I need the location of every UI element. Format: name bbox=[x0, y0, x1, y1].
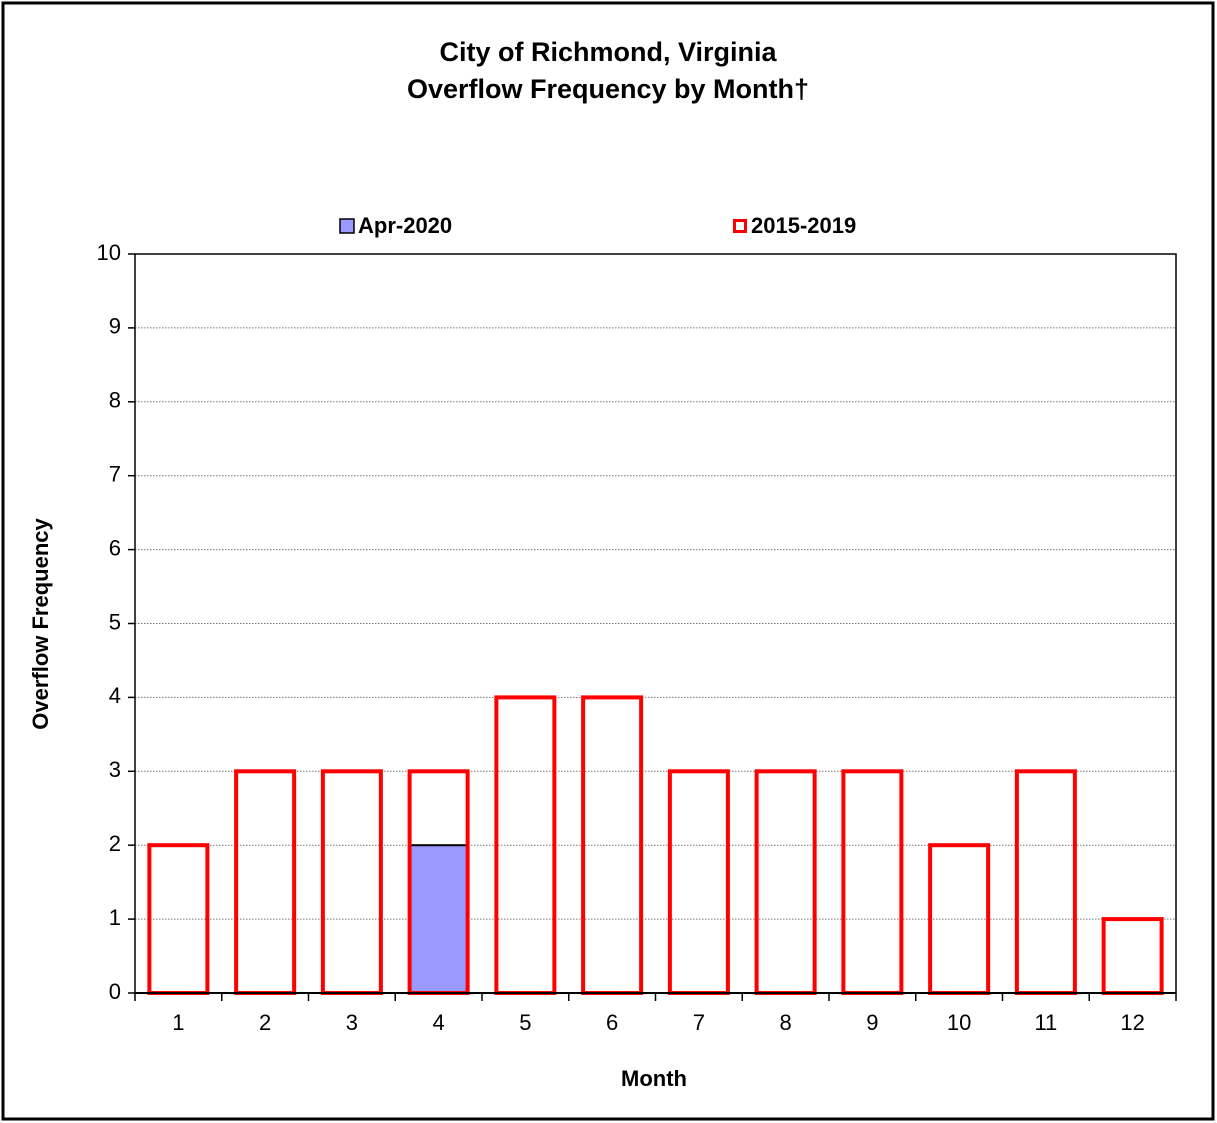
y-tick-label: 10 bbox=[97, 240, 121, 265]
x-tick-label: 10 bbox=[947, 1010, 971, 1035]
y-tick-label: 9 bbox=[109, 314, 121, 339]
y-tick-label: 4 bbox=[109, 683, 121, 708]
x-tick-label: 11 bbox=[1034, 1010, 1057, 1035]
x-tick-label: 8 bbox=[780, 1010, 792, 1035]
legend-marker bbox=[339, 218, 355, 234]
chart-title: City of Richmond, Virginia bbox=[439, 37, 777, 67]
x-tick-label: 5 bbox=[519, 1010, 531, 1035]
y-tick-label: 3 bbox=[109, 757, 121, 782]
y-tick-label: 6 bbox=[109, 535, 121, 560]
x-tick-label: 3 bbox=[346, 1010, 358, 1035]
y-tick-label: 2 bbox=[109, 831, 121, 856]
legend-label: 2015-2019 bbox=[751, 213, 856, 238]
x-tick-label: 2 bbox=[259, 1010, 271, 1035]
x-tick-label: 4 bbox=[433, 1010, 445, 1035]
y-tick-label: 1 bbox=[109, 905, 121, 930]
x-tick-label: 6 bbox=[606, 1010, 618, 1035]
y-tick-label: 7 bbox=[109, 462, 121, 487]
bar bbox=[408, 844, 469, 995]
x-tick-label: 9 bbox=[866, 1010, 878, 1035]
legend-marker bbox=[733, 219, 747, 233]
chart-title: Overflow Frequency by Month† bbox=[407, 74, 809, 104]
legend-label: Apr-2020 bbox=[358, 213, 452, 238]
x-tick-label: 7 bbox=[693, 1010, 705, 1035]
y-tick-label: 0 bbox=[109, 979, 121, 1004]
x-axis-label: Month bbox=[621, 1066, 687, 1091]
x-tick-label: 1 bbox=[172, 1010, 184, 1035]
y-axis-label: Overflow Frequency bbox=[28, 517, 53, 729]
x-tick-label: 12 bbox=[1120, 1010, 1144, 1035]
y-tick-label: 8 bbox=[109, 388, 121, 413]
y-tick-label: 5 bbox=[109, 609, 121, 634]
